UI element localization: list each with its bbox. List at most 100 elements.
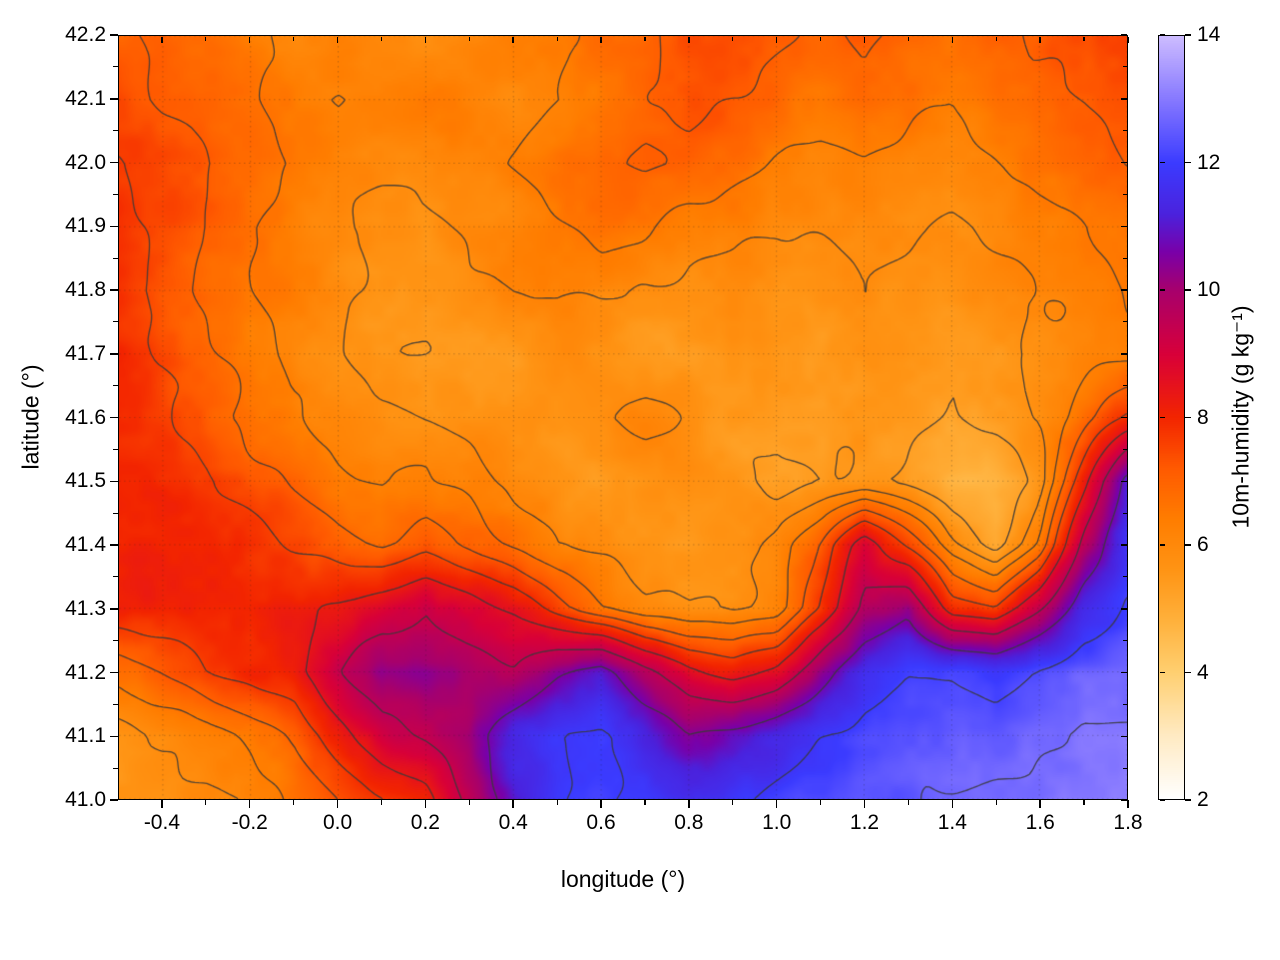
x-tick-label: 1.2 [849,811,880,834]
colorbar-tick [1185,671,1191,674]
y-tick-label: 41.2 [65,660,106,684]
x-axis-tick [161,800,163,808]
y-axis-tick-mirror [1120,671,1127,674]
y-axis-minor-tick-mirror [1122,257,1127,259]
y-axis-tick-mirror [1120,416,1127,419]
y-axis-tick [110,544,118,546]
y-axis-minor-tick-mirror [1122,321,1127,323]
colorbar-tick-label: 2 [1197,787,1209,811]
colorbar-tick [1185,544,1191,546]
y-axis-tick [110,416,118,419]
colorbar-tick-inner [1159,34,1165,36]
colorbar-tick-inner [1159,799,1165,801]
y-tick-label: 42.0 [65,150,106,174]
colorbar-tick-label: 10 [1197,277,1221,301]
y-axis-tick [110,353,118,355]
y-axis-tick-mirror [1120,225,1127,227]
x-axis-tick [775,800,778,808]
x-axis-minor-tick-mirror [995,36,997,41]
y-tick-label: 42.2 [65,22,106,46]
x-axis-tick [1127,800,1129,808]
x-axis-minor-tick [468,800,470,805]
colorbar-tick [1185,799,1191,801]
x-tick-label: 0.8 [674,811,704,834]
y-axis-minor-tick [113,385,118,387]
x-axis-tick-mirror [161,36,163,43]
x-axis-minor-tick-mirror [293,36,295,41]
x-axis-tick [688,800,690,808]
y-axis-tick [110,161,118,164]
x-axis-tick-mirror [600,36,602,43]
x-axis-tick [600,800,602,808]
y-axis-minor-tick-mirror [1122,130,1127,132]
colorbar-tick-inner [1159,161,1165,164]
y-tick-label: 41.6 [65,405,106,429]
colorbar-tick-inner [1159,671,1165,674]
x-axis-tick [424,800,427,808]
y-axis-tick-mirror [1120,34,1127,36]
x-axis-label: longitude (°) [560,866,686,892]
y-axis-tick-mirror [1120,608,1127,610]
x-axis-tick-mirror [951,36,954,43]
y-axis-tick [110,671,118,674]
y-axis-minor-tick-mirror [1122,576,1127,578]
colorbar-tick-label: 4 [1197,660,1209,684]
x-tick-label: 0.0 [322,811,353,834]
y-axis-tick-mirror [1120,544,1127,546]
x-axis-minor-tick-mirror [732,36,734,41]
y-axis-label: latitude (°) [17,364,44,470]
x-axis-tick-mirror [775,36,778,43]
y-axis-tick-mirror [1120,735,1127,737]
y-axis-tick [110,98,118,100]
colorbar-tick [1185,289,1191,291]
x-tick-label: 1.0 [762,811,792,834]
y-axis-minor-tick-mirror [1122,66,1127,68]
x-tick-label: 1.6 [1025,811,1055,834]
y-axis-tick [110,34,118,36]
x-tick-label: 0.4 [498,811,528,834]
x-tick-label: 1.4 [937,811,967,834]
y-axis-minor-tick-mirror [1122,448,1127,450]
x-axis-tick-mirror [248,36,251,43]
x-axis-minor-tick-mirror [380,36,383,41]
x-axis-minor-tick [380,800,383,805]
x-axis-tick [1039,800,1041,808]
x-axis-minor-tick-mirror [556,36,558,41]
x-axis-tick [336,800,339,808]
y-axis-minor-tick [113,767,118,769]
x-axis-tick-mirror [424,36,427,43]
x-axis-minor-tick [995,800,997,805]
colorbar-tick-label: 14 [1197,22,1221,46]
y-tick-label: 41.5 [65,469,106,493]
x-tick-label: 0.2 [410,811,440,834]
x-axis-tick-mirror [1127,36,1129,43]
y-axis-minor-tick [113,576,118,578]
x-axis-tick-mirror [512,36,514,43]
x-axis-minor-tick-mirror [1083,36,1085,41]
y-axis-tick [110,289,118,291]
y-axis-minor-tick-mirror [1122,385,1127,387]
colorbar-label: 10m-humidity (g kg⁻¹) [1227,305,1254,529]
y-tick-label: 41.1 [65,724,106,748]
y-axis-tick [110,225,118,227]
y-axis-tick [110,735,118,737]
y-axis-tick-mirror [1120,98,1127,100]
x-axis-minor-tick-mirror [644,36,646,41]
plot-area [118,35,1128,800]
colorbar-tick-inner [1159,544,1165,546]
y-tick-label: 41.4 [65,532,106,556]
y-axis-minor-tick [113,512,118,514]
x-axis-minor-tick [820,800,822,805]
colorbar-tick-label: 8 [1197,405,1209,429]
y-axis-tick [110,799,118,801]
y-axis-tick [110,480,118,482]
y-tick-label: 41.9 [65,214,106,238]
x-axis-tick [248,800,251,808]
x-axis-minor-tick [556,800,558,805]
y-tick-label: 41.8 [65,277,106,301]
x-axis-minor-tick [293,800,295,805]
colorbar-tick [1185,34,1191,36]
x-axis-tick-mirror [688,36,690,43]
x-axis-tick [951,800,954,808]
